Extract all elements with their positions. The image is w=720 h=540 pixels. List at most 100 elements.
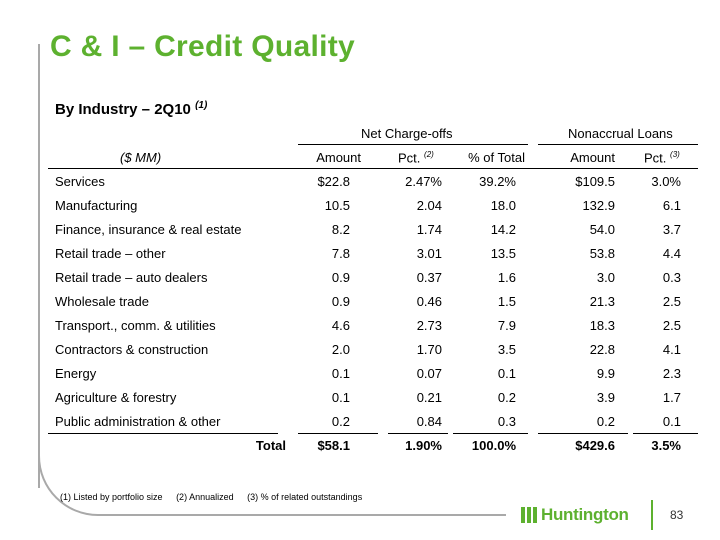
group-underline-nal	[538, 144, 698, 145]
row-nal-pct: 4.4	[662, 246, 681, 261]
row-nco-amount: 0.1	[331, 366, 350, 381]
row-nco-pct: 3.01	[416, 246, 442, 261]
table-row: Wholesale trade 0.9 0.46 1.5 21.3 2.5	[48, 294, 698, 316]
row-nco-amount: 0.9	[331, 294, 350, 309]
page-number-separator	[651, 500, 653, 530]
row-nco-share: 39.2%	[479, 174, 516, 189]
group-header-nal: Nonaccrual Loans	[568, 126, 673, 141]
slide-title: C & I – Credit Quality	[50, 30, 355, 63]
row-nco-pct: 2.73	[416, 318, 442, 333]
row-nco-amount: 0.2	[331, 414, 350, 429]
total-nal-pct: 3.5%	[651, 438, 681, 453]
row-nal-pct: 3.7	[662, 222, 681, 237]
slide-frame-bottom	[106, 514, 506, 516]
row-nal-amount: 9.9	[596, 366, 615, 381]
row-nal-amount: 132.9	[582, 198, 615, 213]
row-nal-amount: 3.0	[596, 270, 615, 285]
row-nal-amount: $109.5	[575, 174, 615, 189]
row-nco-pct: 0.37	[416, 270, 442, 285]
row-nco-amount: 10.5	[324, 198, 350, 213]
col-header-nco-pct-label: Pct.	[398, 150, 421, 166]
col-header-nal-pct-note: (3)	[670, 150, 680, 159]
row-nco-share: 7.9	[497, 318, 516, 333]
row-industry: Energy	[55, 366, 97, 381]
table-row: Public administration & other 0.2 0.84 0…	[48, 414, 698, 436]
column-header-row: ($ MM) Amount Pct. (2) % of Total Amount…	[48, 150, 698, 172]
table-row: Contractors & construction 2.0 1.70 3.5 …	[48, 342, 698, 364]
logo-mark-icon	[521, 507, 537, 523]
row-nco-amount: 2.0	[331, 342, 350, 357]
row-nal-amount: 22.8	[589, 342, 615, 357]
total-row: Total $58.1 1.90% 100.0% $429.6 3.5%	[48, 438, 698, 460]
row-industry: Retail trade – other	[55, 246, 166, 261]
table-row: Energy 0.1 0.07 0.1 9.9 2.3	[48, 366, 698, 388]
table-row: Retail trade – auto dealers 0.9 0.37 1.6…	[48, 270, 698, 292]
total-rule-nco-share	[453, 433, 528, 434]
footnote-1: (1) Listed by portfolio size	[60, 492, 163, 502]
total-rule-nal-pct	[633, 433, 698, 434]
row-nal-amount: 54.0	[589, 222, 615, 237]
col-header-nal-amount: Amount	[570, 150, 615, 165]
slide-frame-line	[38, 44, 40, 488]
row-nal-amount: 53.8	[589, 246, 615, 261]
row-nco-pct: 2.04	[416, 198, 442, 213]
row-nco-share: 1.5	[497, 294, 516, 309]
row-industry: Transport., comm. & utilities	[55, 318, 216, 333]
row-nco-pct: 0.21	[416, 390, 442, 405]
table-row: Finance, insurance & real estate 8.2 1.7…	[48, 222, 698, 244]
total-rule-label	[48, 433, 278, 434]
row-nco-share: 1.6	[497, 270, 516, 285]
row-industry: Public administration & other	[55, 414, 221, 429]
row-nal-pct: 2.3	[662, 366, 681, 381]
total-label: Total	[255, 438, 286, 453]
row-nal-amount: 21.3	[589, 294, 615, 309]
footnotes: (1) Listed by portfolio size (2) Annuali…	[60, 492, 373, 502]
footnote-2: (2) Annualized	[176, 492, 234, 502]
table-row: Agriculture & forestry 0.1 0.21 0.2 3.9 …	[48, 390, 698, 412]
row-nco-amount: 0.1	[331, 390, 350, 405]
col-header-nco-pct-note: (2)	[424, 150, 434, 159]
row-nco-amount: $22.8	[317, 174, 350, 189]
page-number: 83	[670, 508, 684, 522]
row-nal-pct: 2.5	[662, 318, 681, 333]
row-nco-pct: 1.74	[416, 222, 442, 237]
row-industry: Agriculture & forestry	[55, 390, 177, 405]
row-nco-share: 14.2	[490, 222, 516, 237]
row-nal-pct: 4.1	[662, 342, 681, 357]
row-nal-amount: 3.9	[596, 390, 615, 405]
row-industry: Services	[55, 174, 105, 189]
subtitle-footnote-ref: (1)	[195, 100, 208, 111]
row-nal-pct: 0.1	[662, 414, 681, 429]
row-nco-amount: 4.6	[331, 318, 350, 333]
subtitle-text: By Industry – 2Q10	[55, 101, 191, 118]
row-nco-amount: 8.2	[331, 222, 350, 237]
group-underline-ncos	[298, 144, 528, 145]
row-industry: Manufacturing	[55, 198, 138, 213]
row-industry: Wholesale trade	[55, 294, 149, 309]
row-nal-pct: 6.1	[662, 198, 681, 213]
col-header-nco-share: % of Total	[468, 150, 525, 165]
total-nco-share: 100.0%	[471, 438, 516, 453]
table-row: Transport., comm. & utilities 4.6 2.73 7…	[48, 318, 698, 340]
row-nco-pct: 0.07	[416, 366, 442, 381]
col-header-nco-amount: Amount	[316, 150, 361, 165]
row-nco-share: 13.5	[490, 246, 516, 261]
row-industry: Contractors & construction	[55, 342, 209, 357]
group-header-ncos: Net Charge-offs	[361, 126, 453, 141]
total-rule-nal-amount	[538, 433, 628, 434]
total-nco-amount: $58.1	[317, 438, 350, 453]
table-subtitle: By Industry – 2Q10 (1)	[55, 100, 207, 118]
row-nco-pct: 1.70	[416, 342, 442, 357]
row-nco-share: 18.0	[490, 198, 516, 213]
total-rule-nco-amount	[298, 433, 378, 434]
row-nco-share: 0.2	[497, 390, 516, 405]
row-nal-pct: 3.0%	[651, 174, 681, 189]
footnote-3: (3) % of related outstandings	[247, 492, 363, 502]
row-nal-pct: 2.5	[662, 294, 681, 309]
col-header-nal-pct-label: Pct.	[644, 150, 667, 166]
row-nal-pct: 0.3	[662, 270, 681, 285]
units-label: ($ MM)	[120, 150, 162, 165]
row-nco-pct: 2.47%	[405, 174, 442, 189]
row-nco-amount: 7.8	[331, 246, 350, 261]
row-nco-pct: 0.46	[416, 294, 442, 309]
